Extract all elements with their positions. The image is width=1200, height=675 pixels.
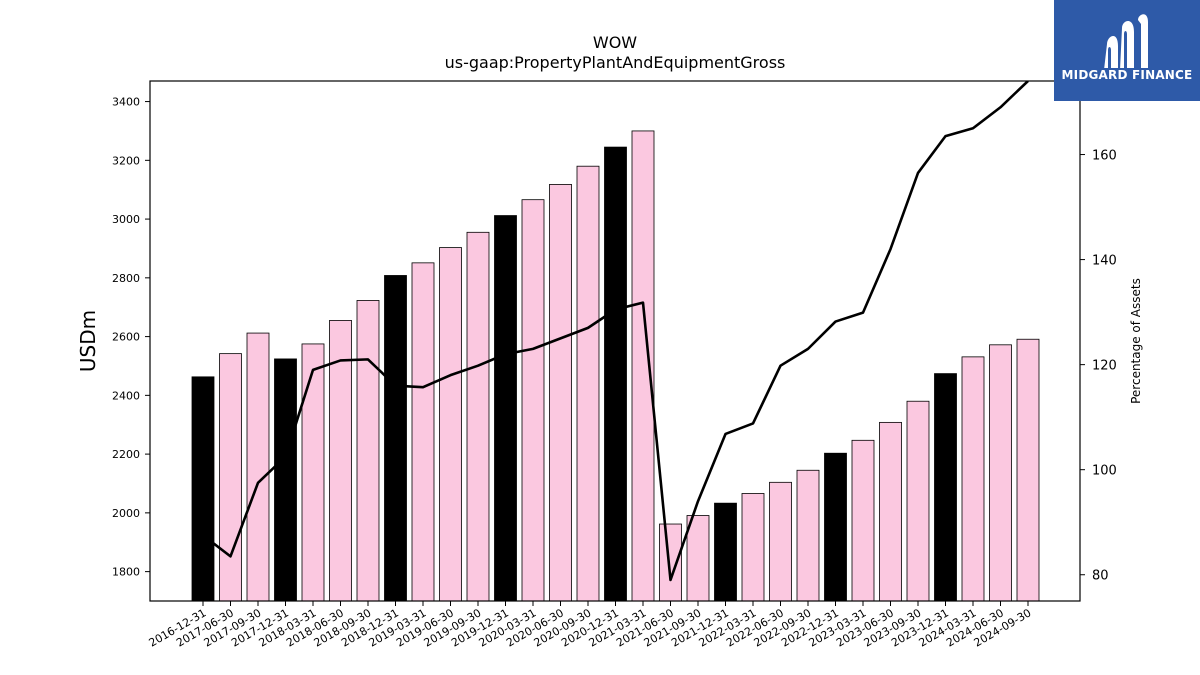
bar <box>356 300 380 602</box>
bar <box>246 332 270 602</box>
chart-subtitle: us-gaap:PropertyPlantAndEquipmentGross <box>445 53 786 72</box>
bar <box>191 376 215 602</box>
bar <box>219 353 242 602</box>
y-tick-label: 2800 <box>112 272 140 285</box>
y-tick-label: 2600 <box>112 331 140 344</box>
bar <box>659 523 682 602</box>
y-axis-label: USDm <box>76 310 100 372</box>
brand-logo: MIDGARD FINANCE <box>1054 0 1200 101</box>
bar <box>604 146 627 602</box>
y2-tick-label: 140 <box>1092 254 1117 269</box>
line-series <box>202 81 1029 582</box>
bar <box>796 469 820 602</box>
y2-tick-label: 160 <box>1092 149 1117 164</box>
chart-title: WOW <box>593 33 637 52</box>
y-tick-label: 1800 <box>112 566 140 579</box>
bar <box>521 199 545 602</box>
bar <box>934 373 957 602</box>
bar <box>631 130 655 602</box>
bar <box>851 439 875 602</box>
bar <box>411 262 435 602</box>
y-tick-label: 3200 <box>112 154 140 167</box>
y2-tick-label: 100 <box>1092 464 1117 479</box>
bar <box>549 184 572 602</box>
y-tick-label: 2000 <box>112 507 140 520</box>
y2-tick-label: 80 <box>1092 569 1109 584</box>
bar <box>714 502 737 602</box>
y-tick-label: 3000 <box>112 213 140 226</box>
bar <box>906 400 930 602</box>
bar-series <box>191 130 1040 602</box>
bar <box>961 356 985 602</box>
logo-mark-icon <box>1104 14 1148 68</box>
y2-axis-label: Percentage of Assets <box>1129 278 1143 404</box>
bar <box>466 231 490 602</box>
bar <box>824 452 847 602</box>
brand-name: MIDGARD FINANCE <box>1061 68 1193 82</box>
bar <box>301 343 325 602</box>
bar <box>741 493 765 602</box>
bar <box>274 358 297 602</box>
bar <box>494 215 517 602</box>
right-axis: 80 100 120 140 160 <box>1080 149 1117 584</box>
bar <box>769 481 792 602</box>
bar <box>384 275 407 602</box>
bar <box>439 247 462 602</box>
y2-tick-label: 120 <box>1092 359 1117 374</box>
x-axis: 2016-12-312017-06-302017-09-302017-12-31… <box>147 601 1034 650</box>
y-tick-label: 2400 <box>112 389 140 402</box>
bar <box>879 421 902 602</box>
y-tick-label: 2200 <box>112 448 140 461</box>
series-line <box>202 81 1029 582</box>
bar <box>576 165 600 602</box>
bar <box>1016 338 1040 602</box>
left-axis: 1800 2000 2200 2400 2600 2800 3000 3200 3400 <box>112 96 150 579</box>
bar <box>989 344 1012 602</box>
bar <box>686 515 710 602</box>
y-tick-label: 3400 <box>112 96 140 109</box>
